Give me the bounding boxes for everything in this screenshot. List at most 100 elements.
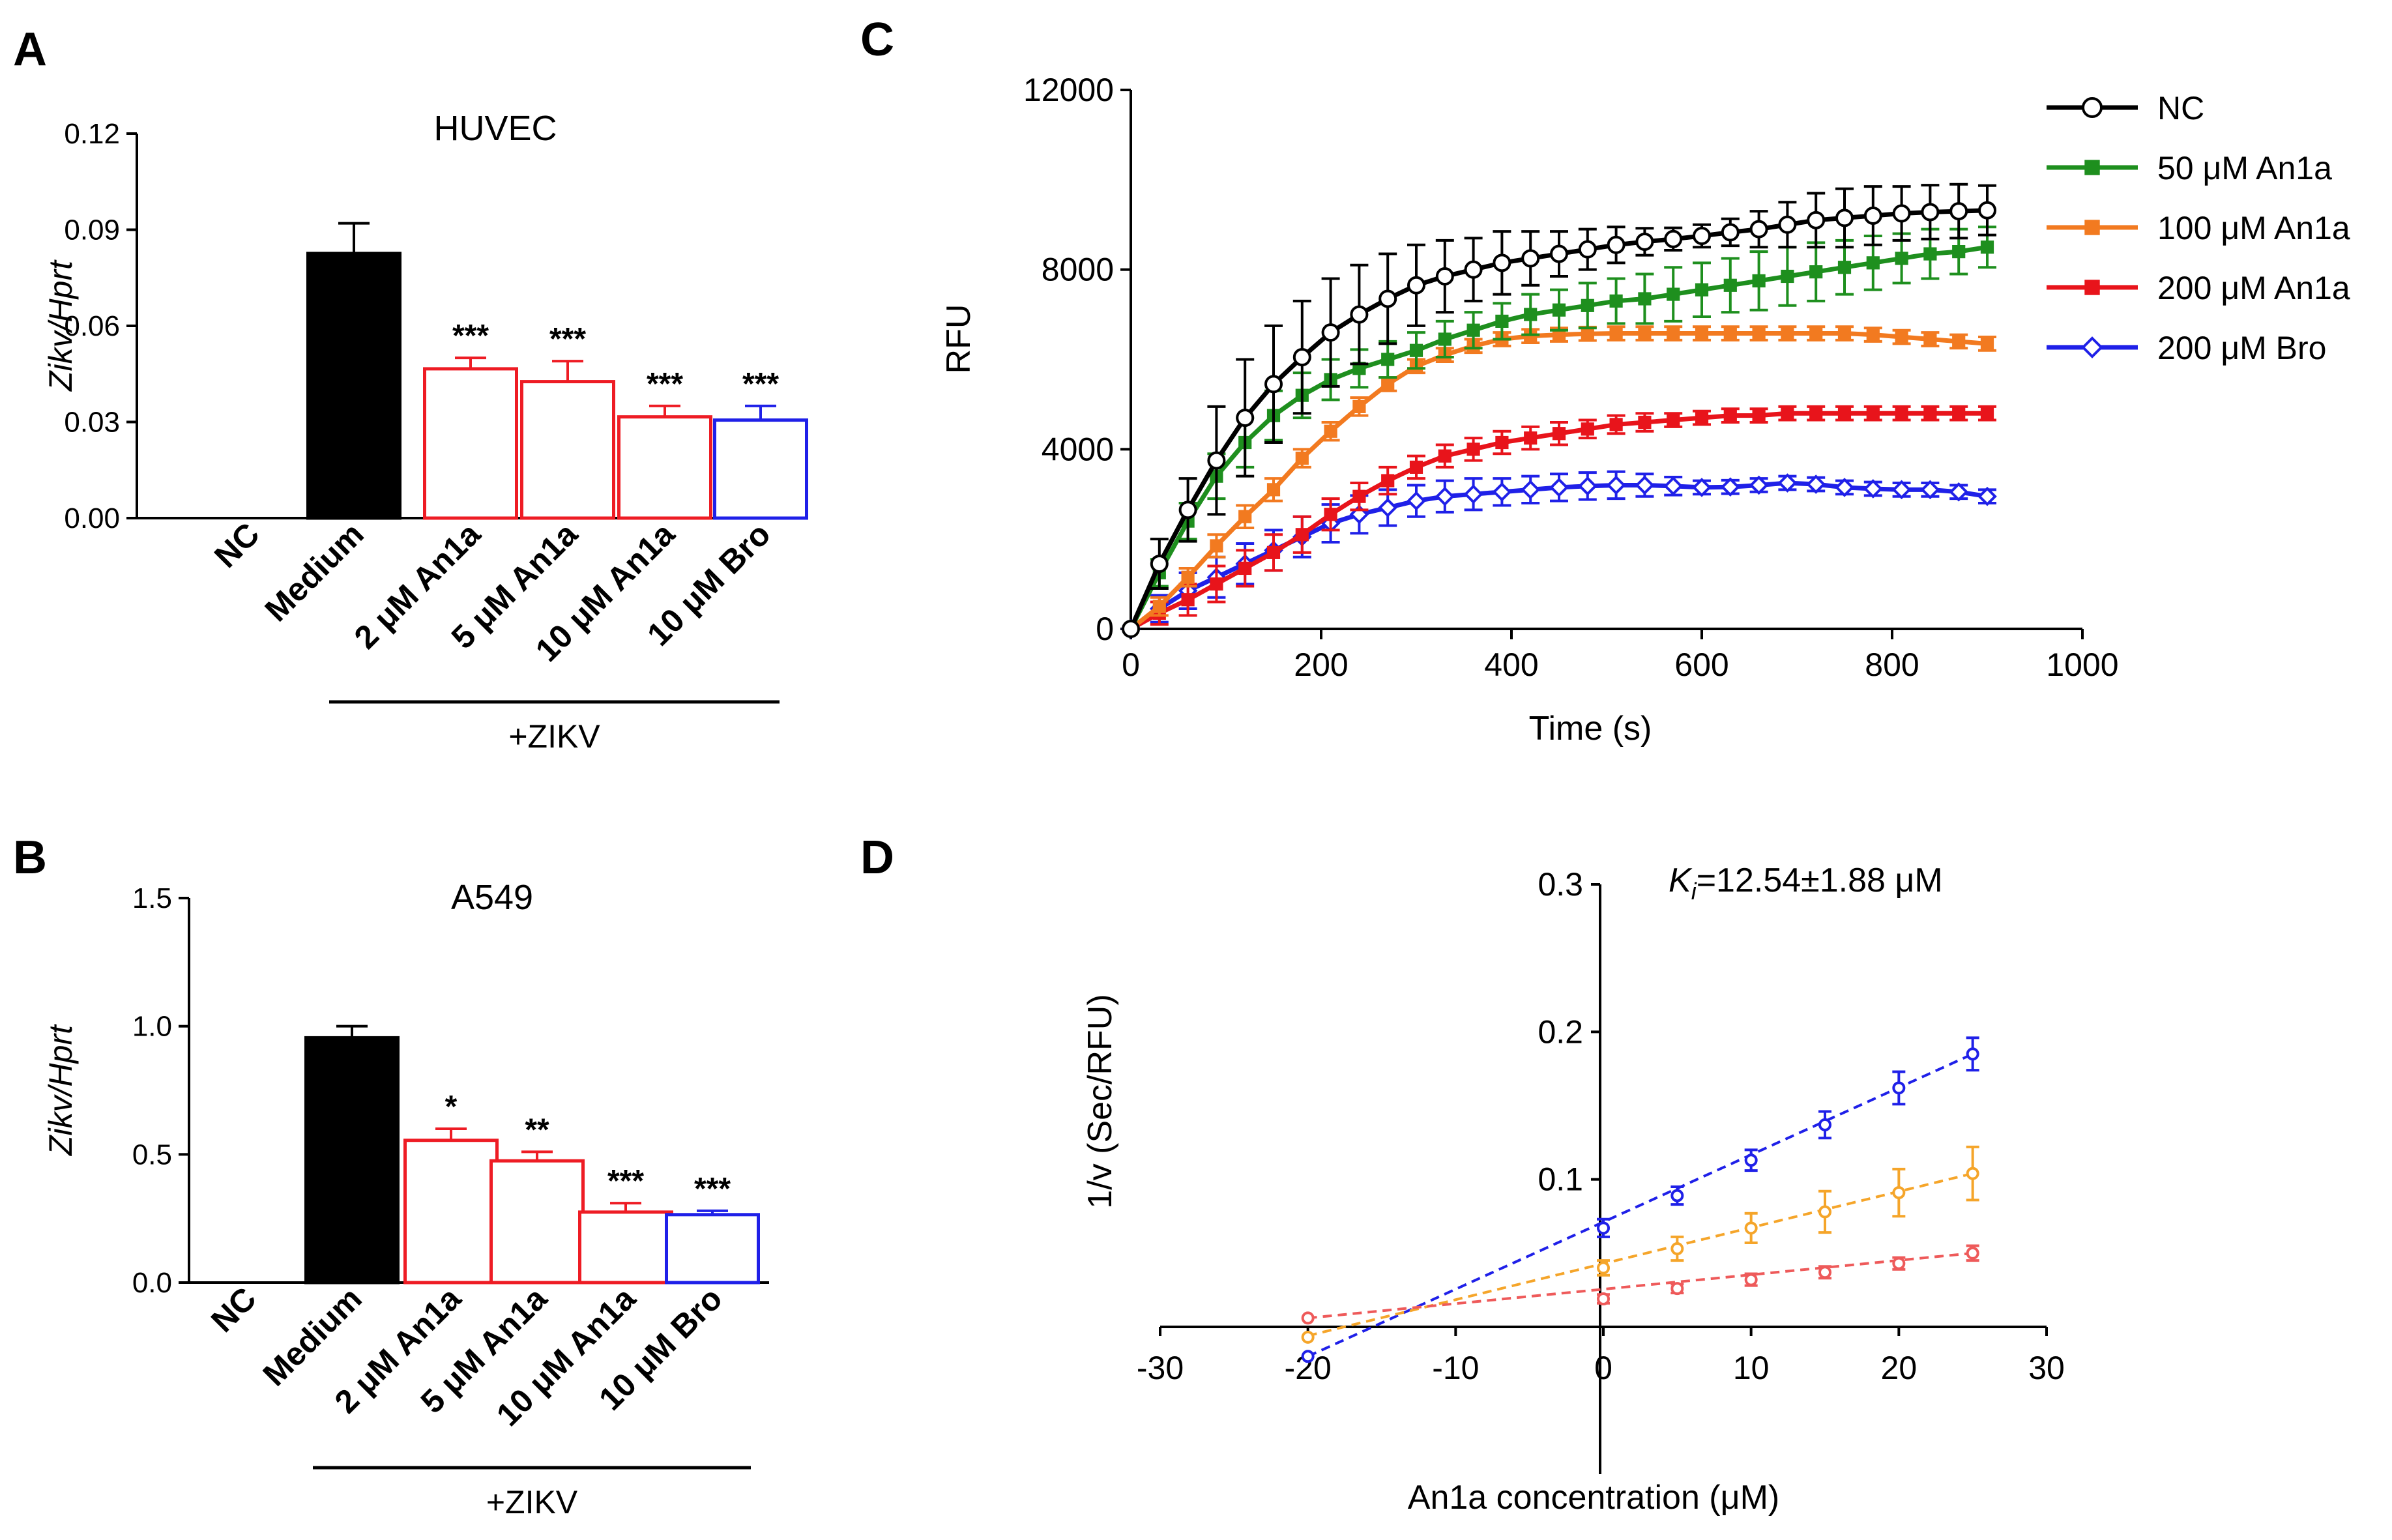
- data-point: [1635, 232, 1654, 251]
- data-point: [1892, 204, 1911, 223]
- data-point: [1638, 415, 1652, 429]
- data-point: [1409, 460, 1423, 474]
- significance-label: ***: [694, 1172, 731, 1206]
- data-point: [1966, 1047, 1979, 1061]
- data-point: [1521, 249, 1540, 268]
- data-point: [1597, 1221, 1610, 1235]
- data-point: [1578, 240, 1597, 259]
- data-point: [1752, 274, 1766, 287]
- data-point: [1807, 211, 1826, 229]
- y-tick-label: 0.09: [64, 214, 120, 246]
- data-point: [1966, 1167, 1979, 1180]
- data-point: [1835, 209, 1854, 227]
- data-point: [1781, 269, 1794, 283]
- data-point: [1597, 1292, 1610, 1305]
- legend-label: 200 μM Bro: [2157, 330, 2326, 366]
- data-point: [1723, 327, 1737, 340]
- y-tick-label: 1.0: [132, 1011, 172, 1043]
- data-point: [1809, 407, 1823, 420]
- panel-letter-c: C: [860, 14, 894, 66]
- data-point: [1266, 483, 1281, 497]
- significance-label: ***: [549, 322, 586, 356]
- x-tick-label: 400: [1484, 647, 1538, 683]
- data-point: [1752, 409, 1766, 422]
- chart-c: 0 200 400 600 800 1000 0 4000 8000 12000 Time (s) R…: [940, 72, 2350, 748]
- data-point: [1744, 1154, 1758, 1167]
- data-point: [1721, 223, 1740, 242]
- data-point: [1210, 539, 1223, 553]
- panel-letter-b: B: [13, 832, 47, 884]
- data-point: [1693, 226, 1711, 245]
- data-point: [1920, 480, 1940, 500]
- y-tick-label: 4000: [1042, 431, 1114, 467]
- data-point: [1581, 327, 1594, 341]
- x-tick-label: 200: [1294, 647, 1348, 683]
- x-tick-label: 30: [2028, 1350, 2065, 1386]
- intercept-point: [1301, 1350, 1315, 1363]
- bar: [617, 415, 712, 520]
- data-point: [1378, 498, 1398, 517]
- y-tick-label: 0.3: [1538, 866, 1583, 903]
- data-point: [1835, 478, 1854, 497]
- data-point: [1966, 1246, 1979, 1260]
- data-point: [1818, 1266, 1831, 1279]
- series-4: [1121, 470, 1997, 639]
- data-point: [2084, 160, 2100, 175]
- data-point: [1895, 407, 1908, 420]
- x-tick-label: 1000: [2046, 647, 2118, 683]
- legend-label: NC: [2157, 90, 2204, 126]
- y-tick-label: 0.06: [64, 310, 120, 342]
- bar: [423, 367, 518, 520]
- data-point: [1895, 330, 1908, 344]
- data-point: [1550, 244, 1568, 263]
- data-point: [1181, 570, 1195, 584]
- data-point: [1695, 327, 1709, 340]
- bar: [713, 418, 808, 520]
- data-point: [1378, 289, 1397, 308]
- bar: [489, 1159, 585, 1285]
- data-point: [1577, 476, 1597, 496]
- data-point: [1381, 474, 1395, 487]
- data-point: [1606, 475, 1626, 495]
- data-point: [1324, 424, 1337, 438]
- x-tick-label: 0: [1122, 647, 1140, 683]
- data-point: [1464, 260, 1483, 279]
- data-point: [1723, 278, 1737, 292]
- group-label: +ZIKV: [486, 1484, 578, 1520]
- significance-label: ***: [742, 367, 779, 401]
- data-point: [1597, 1261, 1610, 1275]
- x-tick-label: 10: [1733, 1350, 1770, 1386]
- y-tick-label: 0: [1096, 611, 1114, 647]
- series-0: [1122, 182, 1996, 638]
- data-point: [1863, 206, 1882, 225]
- data-point: [1980, 240, 1994, 254]
- data-point: [1664, 229, 1683, 248]
- data-point: [1752, 327, 1766, 340]
- bar: [304, 1036, 400, 1285]
- data-point: [1667, 327, 1680, 340]
- data-point: [1350, 305, 1369, 324]
- data-point: [1549, 478, 1569, 497]
- data-point: [1923, 247, 1937, 261]
- data-point: [1692, 478, 1712, 497]
- x-tick-label: 0: [1594, 1350, 1612, 1386]
- data-point: [1749, 475, 1769, 495]
- data-point: [1493, 254, 1511, 272]
- x-tick-label: 600: [1674, 647, 1728, 683]
- data-point: [1152, 600, 1166, 613]
- significance-label: **: [525, 1112, 549, 1147]
- data-point: [1524, 308, 1538, 321]
- data-point: [1435, 486, 1455, 506]
- data-point: [1777, 473, 1798, 493]
- data-point: [1744, 1221, 1758, 1235]
- data-point: [1866, 328, 1880, 341]
- data-point: [1667, 413, 1680, 427]
- data-point: [1980, 337, 1994, 351]
- data-point: [1609, 294, 1623, 308]
- data-point: [1463, 484, 1483, 504]
- data-point: [1809, 327, 1823, 340]
- y-tick-label: 0.1: [1538, 1161, 1583, 1198]
